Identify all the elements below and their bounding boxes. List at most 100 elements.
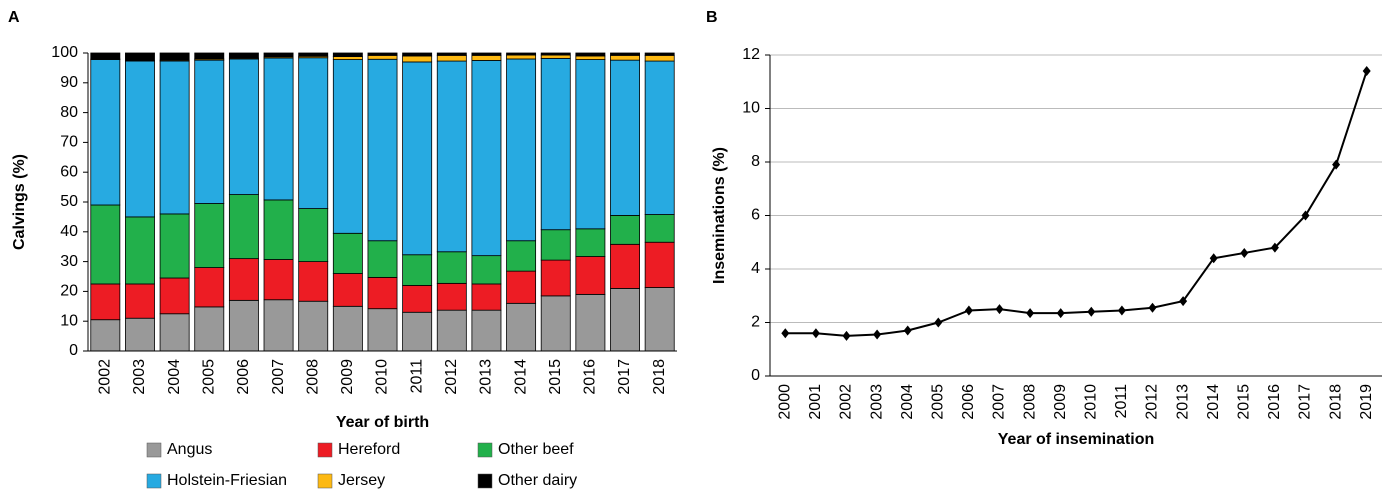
- y-axis-label: Inseminations (%): [711, 147, 728, 284]
- bar-segment: [298, 261, 329, 302]
- bar-segment: [367, 54, 398, 60]
- bar-segment: [436, 309, 467, 352]
- bar-segment: [263, 52, 294, 58]
- y-tick-label: 10: [60, 312, 78, 329]
- bar-segment: [575, 228, 606, 257]
- y-tick-label: 70: [60, 134, 78, 151]
- data-point: [1301, 210, 1310, 221]
- bar-segment: [367, 276, 398, 310]
- bar-segment: [263, 299, 294, 352]
- x-tick-label: 2012: [443, 359, 460, 395]
- bar-segment: [471, 60, 502, 257]
- bar-segment: [194, 203, 225, 268]
- x-tick-label: 2011: [408, 359, 425, 394]
- legend-label: Hereford: [338, 441, 400, 458]
- y-tick-label: 90: [60, 74, 78, 91]
- bar-segment: [436, 251, 467, 284]
- bar-segment: [402, 254, 433, 286]
- bar-segment: [194, 52, 225, 60]
- bar-segment: [125, 52, 155, 61]
- bar-segment: [402, 285, 433, 313]
- x-tick-label: 2005: [930, 384, 947, 420]
- x-tick-label: 2005: [200, 359, 217, 395]
- bar-segment: [332, 305, 363, 352]
- bar-segment: [194, 267, 225, 308]
- bar-segment: [332, 52, 363, 57]
- bar-segment: [471, 255, 502, 285]
- data-point: [1087, 306, 1096, 317]
- bar-segment: [228, 299, 259, 352]
- x-axis-label: Year of insemination: [998, 431, 1154, 448]
- bar-segment: [471, 52, 502, 56]
- bar-segment: [436, 282, 467, 311]
- legend-swatch: [477, 442, 493, 458]
- bar-segment: [367, 58, 398, 242]
- y-tick-label: 30: [60, 253, 78, 270]
- bar-segment: [90, 204, 121, 285]
- legend-swatch: [477, 473, 493, 489]
- bar-segment: [471, 309, 502, 352]
- data-point: [1148, 302, 1157, 313]
- data-point: [1117, 305, 1126, 316]
- x-tick-label: 2003: [868, 384, 885, 420]
- x-tick-label: 2004: [166, 359, 183, 395]
- x-tick-label: 2009: [1052, 384, 1069, 420]
- y-tick-label: 60: [60, 163, 78, 180]
- y-tick-label: 50: [60, 193, 78, 210]
- x-tick-label: 2002: [97, 359, 114, 395]
- data-point: [1056, 308, 1065, 319]
- x-tick-label: 2003: [131, 359, 148, 395]
- x-tick-label: 2009: [339, 359, 356, 395]
- bar-segment: [436, 54, 467, 62]
- bar-segment: [540, 57, 571, 231]
- y-tick-label: 20: [60, 283, 78, 300]
- data-line: [785, 70, 1368, 337]
- x-tick-label: 2002: [838, 384, 855, 420]
- bar-segment: [610, 59, 640, 216]
- bar-segment: [263, 57, 294, 201]
- data-point: [1179, 296, 1188, 307]
- bar-segment: [506, 302, 537, 352]
- bar-segment: [610, 52, 640, 56]
- x-tick-label: 2012: [1144, 384, 1161, 420]
- bar-segment: [298, 57, 329, 209]
- y-tick-label: 4: [751, 260, 760, 277]
- bar-segment: [644, 241, 675, 288]
- x-tick-label: 2014: [1205, 384, 1222, 420]
- data-point: [903, 325, 912, 336]
- x-tick-label: 2013: [478, 359, 495, 395]
- bar-segment: [228, 194, 259, 260]
- bar-segment: [125, 317, 155, 352]
- data-point: [934, 317, 943, 328]
- y-tick-label: 0: [751, 367, 760, 384]
- legend-swatch: [317, 473, 333, 489]
- bar-segment: [436, 52, 467, 56]
- bar-segment: [263, 259, 294, 301]
- y-tick-label: 6: [751, 207, 760, 224]
- x-tick-label: 2007: [270, 359, 287, 395]
- x-tick-label: 2017: [1297, 384, 1314, 420]
- bar-segment: [436, 60, 467, 253]
- x-tick-label: 2014: [512, 359, 529, 395]
- y-tick-label: 2: [751, 314, 760, 331]
- legend-label: Other dairy: [498, 472, 577, 489]
- y-tick-label: 100: [51, 44, 78, 61]
- x-tick-label: 2013: [1174, 384, 1191, 420]
- data-point: [1332, 159, 1341, 170]
- bar-segment: [332, 56, 363, 60]
- panel-label: B: [706, 9, 718, 26]
- bar-segment: [228, 58, 259, 195]
- bar-segment: [644, 60, 675, 215]
- bar-segment: [332, 232, 363, 274]
- bar-segment: [298, 300, 329, 352]
- bar-segment: [125, 283, 155, 319]
- bar-segment: [332, 273, 363, 307]
- bar-segment: [125, 60, 155, 218]
- data-point: [842, 330, 851, 341]
- bar-segment: [90, 283, 121, 321]
- data-point: [1362, 66, 1371, 77]
- x-tick-label: 2007: [991, 384, 1008, 420]
- bar-segment: [644, 214, 675, 243]
- bar-segment: [194, 306, 225, 352]
- bar-segment: [610, 215, 640, 245]
